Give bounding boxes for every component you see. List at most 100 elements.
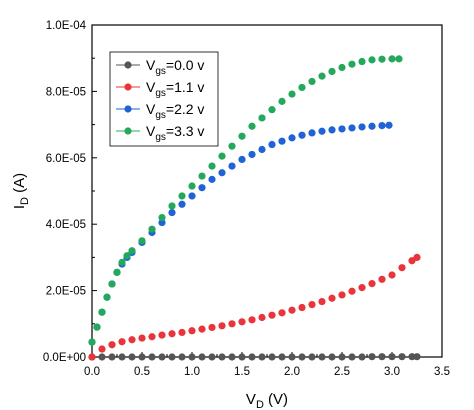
data-point xyxy=(348,353,356,361)
data-point xyxy=(98,345,106,353)
x-tick-label: 3.0 xyxy=(384,366,400,378)
data-point xyxy=(228,320,236,328)
y-tick-label: 1.0E-04 xyxy=(46,20,87,32)
data-point xyxy=(208,175,216,183)
data-point xyxy=(278,309,286,317)
data-point xyxy=(158,213,166,222)
data-point xyxy=(258,114,266,122)
x-tick-label: 3.5 xyxy=(434,366,450,378)
data-point xyxy=(338,63,346,72)
data-point xyxy=(388,55,396,63)
data-point xyxy=(108,353,116,361)
x-tick-label: 2.0 xyxy=(284,366,300,378)
data-point xyxy=(148,225,156,233)
data-point xyxy=(248,353,256,361)
data-point xyxy=(268,353,276,361)
data-point xyxy=(178,328,186,337)
data-point xyxy=(218,152,226,160)
data-point xyxy=(298,131,306,139)
data-point xyxy=(413,253,421,261)
data-point xyxy=(328,294,336,302)
data-point xyxy=(378,55,386,63)
y-axis-ticks: 0.0E+00 2.0E-05 4.0E-05 6.0E-05 8.0E-05 1.0E-… xyxy=(43,20,97,364)
data-point xyxy=(93,323,101,331)
x-axis-label: VD (V) xyxy=(246,391,288,410)
data-point xyxy=(118,258,126,266)
data-point xyxy=(188,182,196,190)
data-point xyxy=(328,126,336,134)
data-point xyxy=(388,271,396,279)
data-point xyxy=(288,134,296,142)
data-point xyxy=(278,353,286,361)
data-point xyxy=(128,247,136,255)
data-point xyxy=(148,333,156,341)
data-point xyxy=(348,287,356,295)
data-point xyxy=(308,129,316,137)
legend-marker xyxy=(124,127,132,135)
data-point xyxy=(348,124,356,132)
data-point xyxy=(118,338,126,346)
y-tick-label: 8.0E-05 xyxy=(46,86,86,98)
data-point xyxy=(188,327,196,335)
data-point xyxy=(218,169,226,177)
data-point xyxy=(198,353,206,361)
data-point xyxy=(248,316,256,324)
data-point xyxy=(158,331,166,339)
legend-label: Vgs=3.3 v xyxy=(146,123,204,143)
data-point xyxy=(238,132,246,140)
legend-marker xyxy=(124,105,132,113)
data-point xyxy=(118,353,126,361)
data-point xyxy=(168,208,176,217)
data-point xyxy=(318,72,326,80)
data-point xyxy=(218,322,226,330)
data-point xyxy=(368,122,376,130)
data-point xyxy=(308,77,316,86)
legend-marker xyxy=(124,61,132,69)
data-point xyxy=(408,353,416,361)
series-1 xyxy=(88,253,421,361)
data-point xyxy=(258,353,266,361)
data-point xyxy=(318,127,326,135)
data-point xyxy=(238,353,246,361)
data-point xyxy=(113,268,121,276)
data-point xyxy=(228,142,236,150)
data-point xyxy=(368,280,376,288)
data-point xyxy=(348,60,356,68)
data-series xyxy=(88,55,421,361)
y-tick-label: 2.0E-05 xyxy=(46,286,86,298)
data-point xyxy=(278,97,286,105)
data-point xyxy=(138,334,146,342)
data-point xyxy=(368,56,376,64)
series-0 xyxy=(88,353,421,361)
data-point xyxy=(413,353,421,361)
data-point xyxy=(158,353,166,361)
data-point xyxy=(298,353,306,361)
x-tick-label: 1.5 xyxy=(234,366,250,378)
data-point xyxy=(98,308,106,316)
data-point xyxy=(328,353,336,361)
legend-label: Vgs=2.2 v xyxy=(146,101,204,121)
data-point xyxy=(178,192,186,200)
data-point xyxy=(208,353,216,361)
data-point xyxy=(378,275,386,283)
legend-label: Vgs=1.1 v xyxy=(146,79,204,99)
data-point xyxy=(258,145,266,154)
data-point xyxy=(138,237,146,245)
data-point xyxy=(168,202,176,210)
data-point xyxy=(88,353,96,361)
data-point xyxy=(288,90,296,98)
data-point xyxy=(88,338,96,346)
x-tick-label: 0.0 xyxy=(84,366,100,378)
data-point xyxy=(198,172,206,180)
data-point xyxy=(248,122,256,130)
data-point xyxy=(228,162,236,170)
data-point xyxy=(338,291,346,299)
data-point xyxy=(288,306,296,314)
data-point xyxy=(368,353,376,361)
data-point xyxy=(248,150,256,159)
data-point xyxy=(188,353,196,361)
data-point xyxy=(398,353,406,361)
data-point xyxy=(278,137,286,145)
